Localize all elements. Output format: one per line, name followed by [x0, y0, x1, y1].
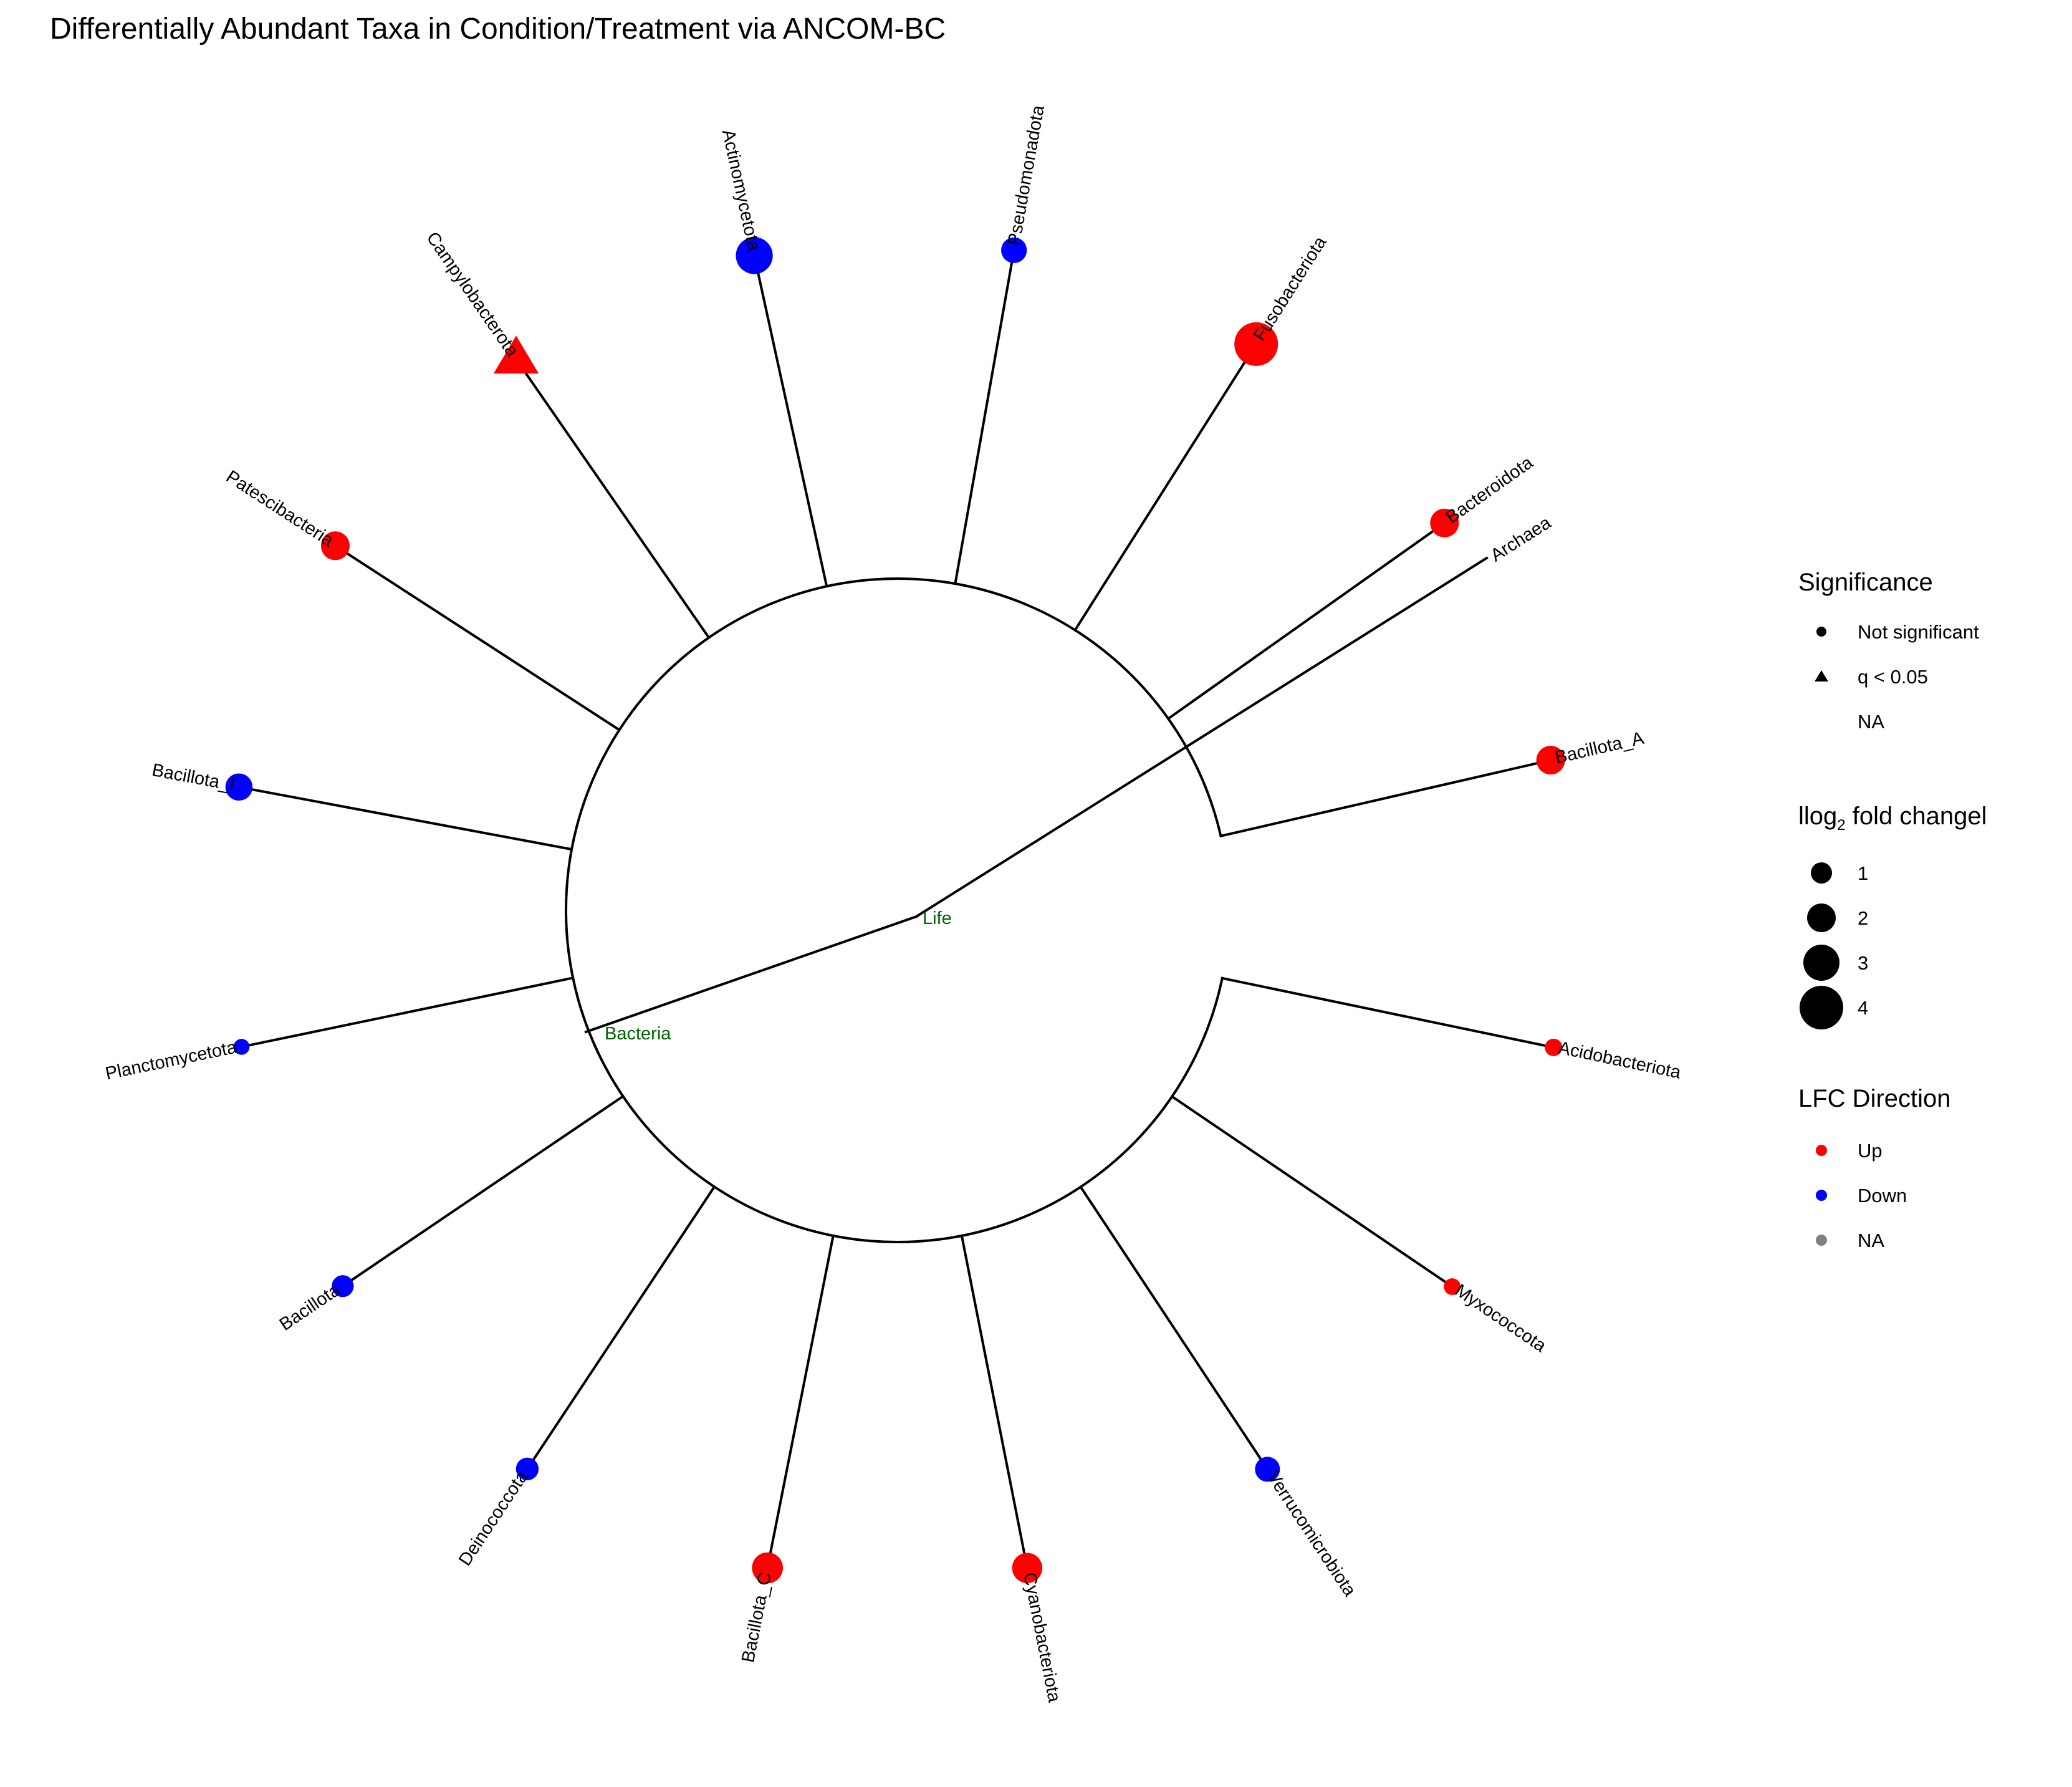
- tip-marker: [1001, 237, 1027, 263]
- tip-edge: [954, 249, 1015, 585]
- legend-direction-label: Down: [1858, 1185, 1907, 1207]
- chart-title: Differentially Abundant Taxa in Conditio…: [50, 12, 946, 46]
- tip-edge: [752, 254, 828, 588]
- tip-label: Actinomycetota: [718, 128, 764, 253]
- legend-size-symbol: [1807, 903, 1836, 932]
- tip-label: Pseudomonadota: [1004, 104, 1048, 247]
- legend-size-items: 1 2 3 4: [1800, 862, 1868, 1029]
- tip-marker: [1255, 1457, 1280, 1482]
- legend-significance-title: Significance: [1798, 569, 1933, 596]
- tip-marker: [493, 335, 539, 373]
- legend-size-label: 2: [1858, 907, 1868, 929]
- legend-significance-label: q < 0.05: [1858, 666, 1928, 688]
- legend: Significance Not significant q < 0.05 NA l…: [1798, 569, 1987, 1251]
- legend-direction-label: Up: [1858, 1140, 1883, 1162]
- tip-edge: [341, 1094, 625, 1288]
- legend-size-label: 1: [1858, 862, 1868, 884]
- tip-marker: [1444, 1278, 1461, 1295]
- bacteria-node-label: Bacteria: [605, 1024, 671, 1044]
- tip-edge: [237, 785, 573, 851]
- tip-edge: [1166, 521, 1447, 721]
- tip-label: Bacillota_A: [1553, 728, 1646, 768]
- tip-label: Verrucomicrobiota: [1263, 1468, 1360, 1601]
- tip-label: Bacillota_I: [150, 760, 236, 795]
- tip-marker: [516, 1457, 539, 1481]
- tip-marker: [736, 237, 773, 274]
- legend-size-symbol: [1800, 986, 1843, 1029]
- tip-marker: [1234, 322, 1278, 366]
- tip-label: Deinococcota: [455, 1467, 532, 1569]
- legend-direction-items: Up Down NA: [1816, 1140, 1907, 1251]
- tip-edge: [1078, 1185, 1270, 1472]
- legend-significance-label: NA: [1858, 711, 1884, 733]
- root-node-label: Life: [923, 908, 952, 928]
- tip-marker: [1536, 746, 1565, 775]
- tip-marker: [752, 1552, 783, 1584]
- tip-label: Planctomycetota: [103, 1037, 239, 1084]
- tip-marker: [332, 1275, 354, 1298]
- legend-direction-symbol: [1816, 1235, 1827, 1246]
- tip-label: Cyanobacteriota: [1019, 1571, 1064, 1704]
- legend-significance-items: Not significant q < 0.05 NA: [1815, 621, 1979, 733]
- legend-direction-label: NA: [1858, 1230, 1884, 1251]
- tip-label: Bacillota: [276, 1279, 344, 1334]
- tip-label: Fusobacteriota: [1250, 233, 1331, 345]
- outgroup-label: Archaea: [1487, 513, 1555, 566]
- tip-marker: [1545, 1038, 1563, 1056]
- tip-edge: [1219, 758, 1553, 838]
- tip-edge: [960, 1234, 1029, 1570]
- tip-marker: [1012, 1553, 1043, 1583]
- legend-direction-title: LFC Direction: [1798, 1085, 1951, 1112]
- tip-edge: [525, 1185, 716, 1471]
- edge-archaea: [914, 556, 1489, 918]
- legend-significance-label: Not significant: [1858, 621, 1979, 643]
- legend-circle-symbol: [1816, 627, 1826, 637]
- legend-size-label: 3: [1858, 952, 1868, 974]
- legend-direction-symbol: [1816, 1190, 1827, 1201]
- legend-triangle-symbol: [1815, 670, 1828, 682]
- tip-edge: [240, 976, 575, 1049]
- tip-edge: [765, 1234, 835, 1569]
- tip-label: Bacillota_C: [738, 1571, 775, 1664]
- tip-edge: [1170, 1094, 1454, 1289]
- tip-label: Patescibacteria: [223, 467, 338, 551]
- legend-size-symbol: [1803, 945, 1839, 981]
- tip-edge: [1073, 342, 1258, 632]
- tree-plot: Acidobacteriota Myxococcota Verrucomicrobi…: [103, 104, 1683, 1705]
- tip-label: Acidobacteriota: [1556, 1038, 1683, 1082]
- tip-edge: [514, 357, 711, 640]
- legend-size-title: llog2 fold changel: [1798, 802, 1987, 834]
- tip-marker: [320, 531, 350, 561]
- bacteria-arc: [565, 577, 1224, 1243]
- tip-edge: [333, 544, 621, 732]
- tip-marker: [225, 773, 253, 801]
- legend-direction-symbol: [1816, 1145, 1827, 1156]
- legend-size-label: 4: [1858, 997, 1868, 1019]
- tip-marker: [233, 1039, 250, 1055]
- legend-size-symbol: [1811, 862, 1832, 884]
- tip-marker: [1430, 508, 1459, 537]
- tip-edge: [1221, 976, 1555, 1049]
- tip-label: Campylobacterota: [422, 228, 522, 360]
- tip-label: Myxococcota: [1451, 1281, 1550, 1357]
- edge-bacteria: [584, 915, 918, 1034]
- tip-label: Bacteroidota: [1442, 452, 1537, 527]
